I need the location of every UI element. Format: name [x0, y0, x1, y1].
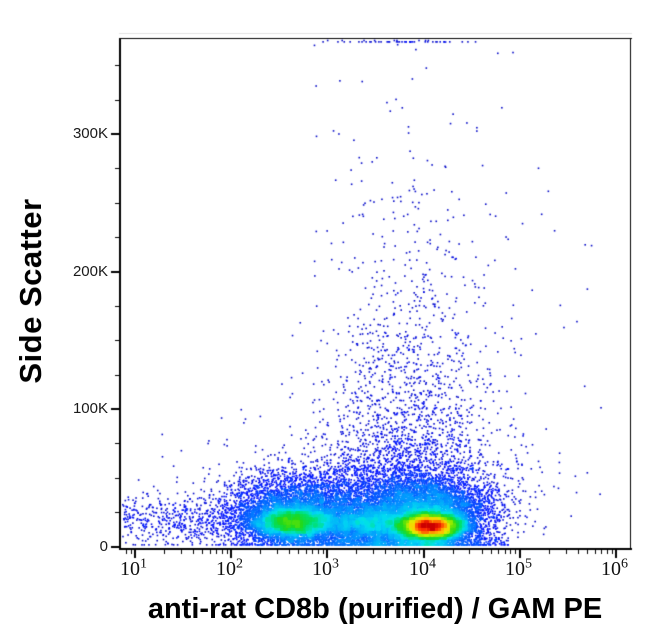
y-tick-label: 200K: [72, 263, 108, 280]
y-axis-title: Side Scatter: [13, 198, 48, 384]
x-tick-label: 102: [216, 556, 243, 580]
x-tick-label: 103: [312, 556, 339, 580]
y-tick-label: 100K: [72, 400, 108, 417]
x-tick-label: 101: [120, 556, 147, 580]
y-tick-label: 300K: [72, 125, 108, 142]
x-tick-label: 106: [601, 556, 628, 580]
x-tick-label: 105: [505, 556, 532, 580]
y-tick-label: 0: [99, 538, 108, 555]
x-axis-title: anti-rat CD8b (purified) / GAM PE: [147, 593, 603, 625]
x-tick-label: 104: [409, 556, 436, 580]
